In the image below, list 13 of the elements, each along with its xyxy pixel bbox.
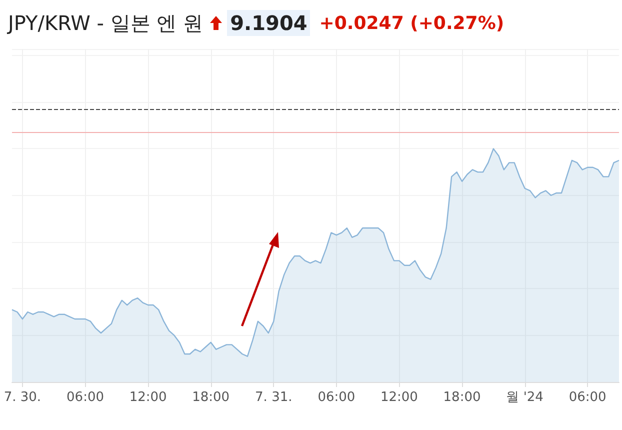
- x-tick-label: 06:00: [66, 390, 104, 405]
- x-tick-label: 7. 31.: [255, 390, 292, 405]
- x-tick-label: 월 '24: [506, 390, 544, 405]
- x-tick-label: 18:00: [192, 390, 230, 405]
- x-tick-label: 7. 30.: [4, 390, 42, 405]
- x-tick-label: 12:00: [129, 390, 167, 405]
- chart-title: JPY/KRW - 일본 엔 원: [8, 10, 204, 36]
- x-tick-label: 06:00: [568, 390, 606, 405]
- text: 9.1904: [227, 10, 310, 36]
- x-tick-label: 12:00: [380, 390, 418, 405]
- text: +0.0247 (+0.27%): [319, 12, 504, 34]
- x-tick-label: 06:00: [318, 390, 356, 405]
- x-tick-label: 18:00: [443, 390, 481, 405]
